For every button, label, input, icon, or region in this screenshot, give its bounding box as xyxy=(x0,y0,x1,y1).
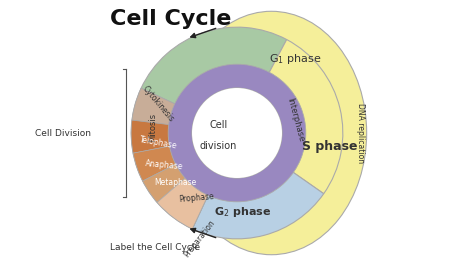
Wedge shape xyxy=(168,64,306,202)
Text: Cell Division: Cell Division xyxy=(36,128,91,138)
Text: Metaphase: Metaphase xyxy=(154,178,196,188)
Wedge shape xyxy=(141,27,287,133)
Wedge shape xyxy=(143,133,237,202)
Text: G$_1$ phase: G$_1$ phase xyxy=(269,52,321,66)
Text: Label the Cell Cycle: Label the Cell Cycle xyxy=(110,243,200,252)
Text: Cell Cycle: Cell Cycle xyxy=(110,9,231,29)
Text: G$_2$ phase: G$_2$ phase xyxy=(214,205,271,219)
Text: Anaphase: Anaphase xyxy=(145,159,184,171)
Text: Mitosis: Mitosis xyxy=(148,113,157,142)
Circle shape xyxy=(192,88,282,178)
Text: Prophase: Prophase xyxy=(178,192,214,204)
Ellipse shape xyxy=(176,11,367,255)
Wedge shape xyxy=(131,88,237,229)
Text: S phase: S phase xyxy=(302,140,357,153)
Wedge shape xyxy=(237,40,343,194)
Wedge shape xyxy=(131,120,237,153)
Wedge shape xyxy=(157,133,237,229)
Text: Cytokinesis: Cytokinesis xyxy=(141,85,176,124)
Text: Telophase: Telophase xyxy=(139,135,178,150)
Text: DNA replication: DNA replication xyxy=(356,103,365,163)
Text: Preparation: Preparation xyxy=(182,218,217,259)
Wedge shape xyxy=(132,88,237,133)
Text: Interphase: Interphase xyxy=(285,97,305,143)
Text: Cell: Cell xyxy=(210,120,228,130)
Wedge shape xyxy=(133,133,237,181)
Wedge shape xyxy=(192,133,324,239)
Text: division: division xyxy=(200,141,237,151)
Circle shape xyxy=(192,88,282,178)
